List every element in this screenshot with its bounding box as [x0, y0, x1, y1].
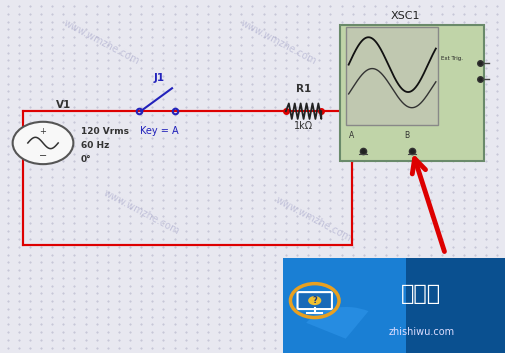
Text: www.wmzhe.com: www.wmzhe.com: [274, 195, 352, 243]
Text: zhishiwu.com: zhishiwu.com: [387, 327, 453, 337]
Text: www.wmzhe.com: www.wmzhe.com: [238, 18, 317, 67]
FancyBboxPatch shape: [297, 292, 331, 309]
Text: B: B: [403, 131, 408, 140]
Text: ?: ?: [312, 296, 317, 305]
Text: A: A: [348, 131, 354, 140]
Bar: [405, 258, 505, 353]
Bar: [23, 111, 351, 245]
Text: Key = A: Key = A: [140, 126, 178, 136]
Text: 120 Vrms: 120 Vrms: [81, 127, 129, 136]
Wedge shape: [306, 307, 368, 339]
Text: www.wmzhe.com: www.wmzhe.com: [102, 187, 181, 236]
Bar: [283, 258, 505, 353]
Text: 知识屋: 知识屋: [400, 284, 440, 304]
Bar: [345, 28, 437, 125]
Text: www.wmzhe.com: www.wmzhe.com: [62, 18, 140, 67]
Text: −: −: [39, 151, 47, 161]
Text: 1kΩ: 1kΩ: [293, 121, 313, 131]
Circle shape: [13, 122, 73, 164]
Text: Ext Trig.: Ext Trig.: [440, 56, 462, 61]
Text: J1: J1: [154, 73, 165, 83]
Bar: [339, 25, 483, 161]
Text: R1: R1: [295, 84, 311, 94]
Text: 0°: 0°: [81, 155, 91, 164]
Circle shape: [308, 296, 321, 305]
Text: XSC1: XSC1: [390, 11, 419, 22]
Text: 60 Hz: 60 Hz: [81, 141, 109, 150]
Text: +: +: [39, 127, 46, 137]
Text: V1: V1: [56, 100, 71, 110]
